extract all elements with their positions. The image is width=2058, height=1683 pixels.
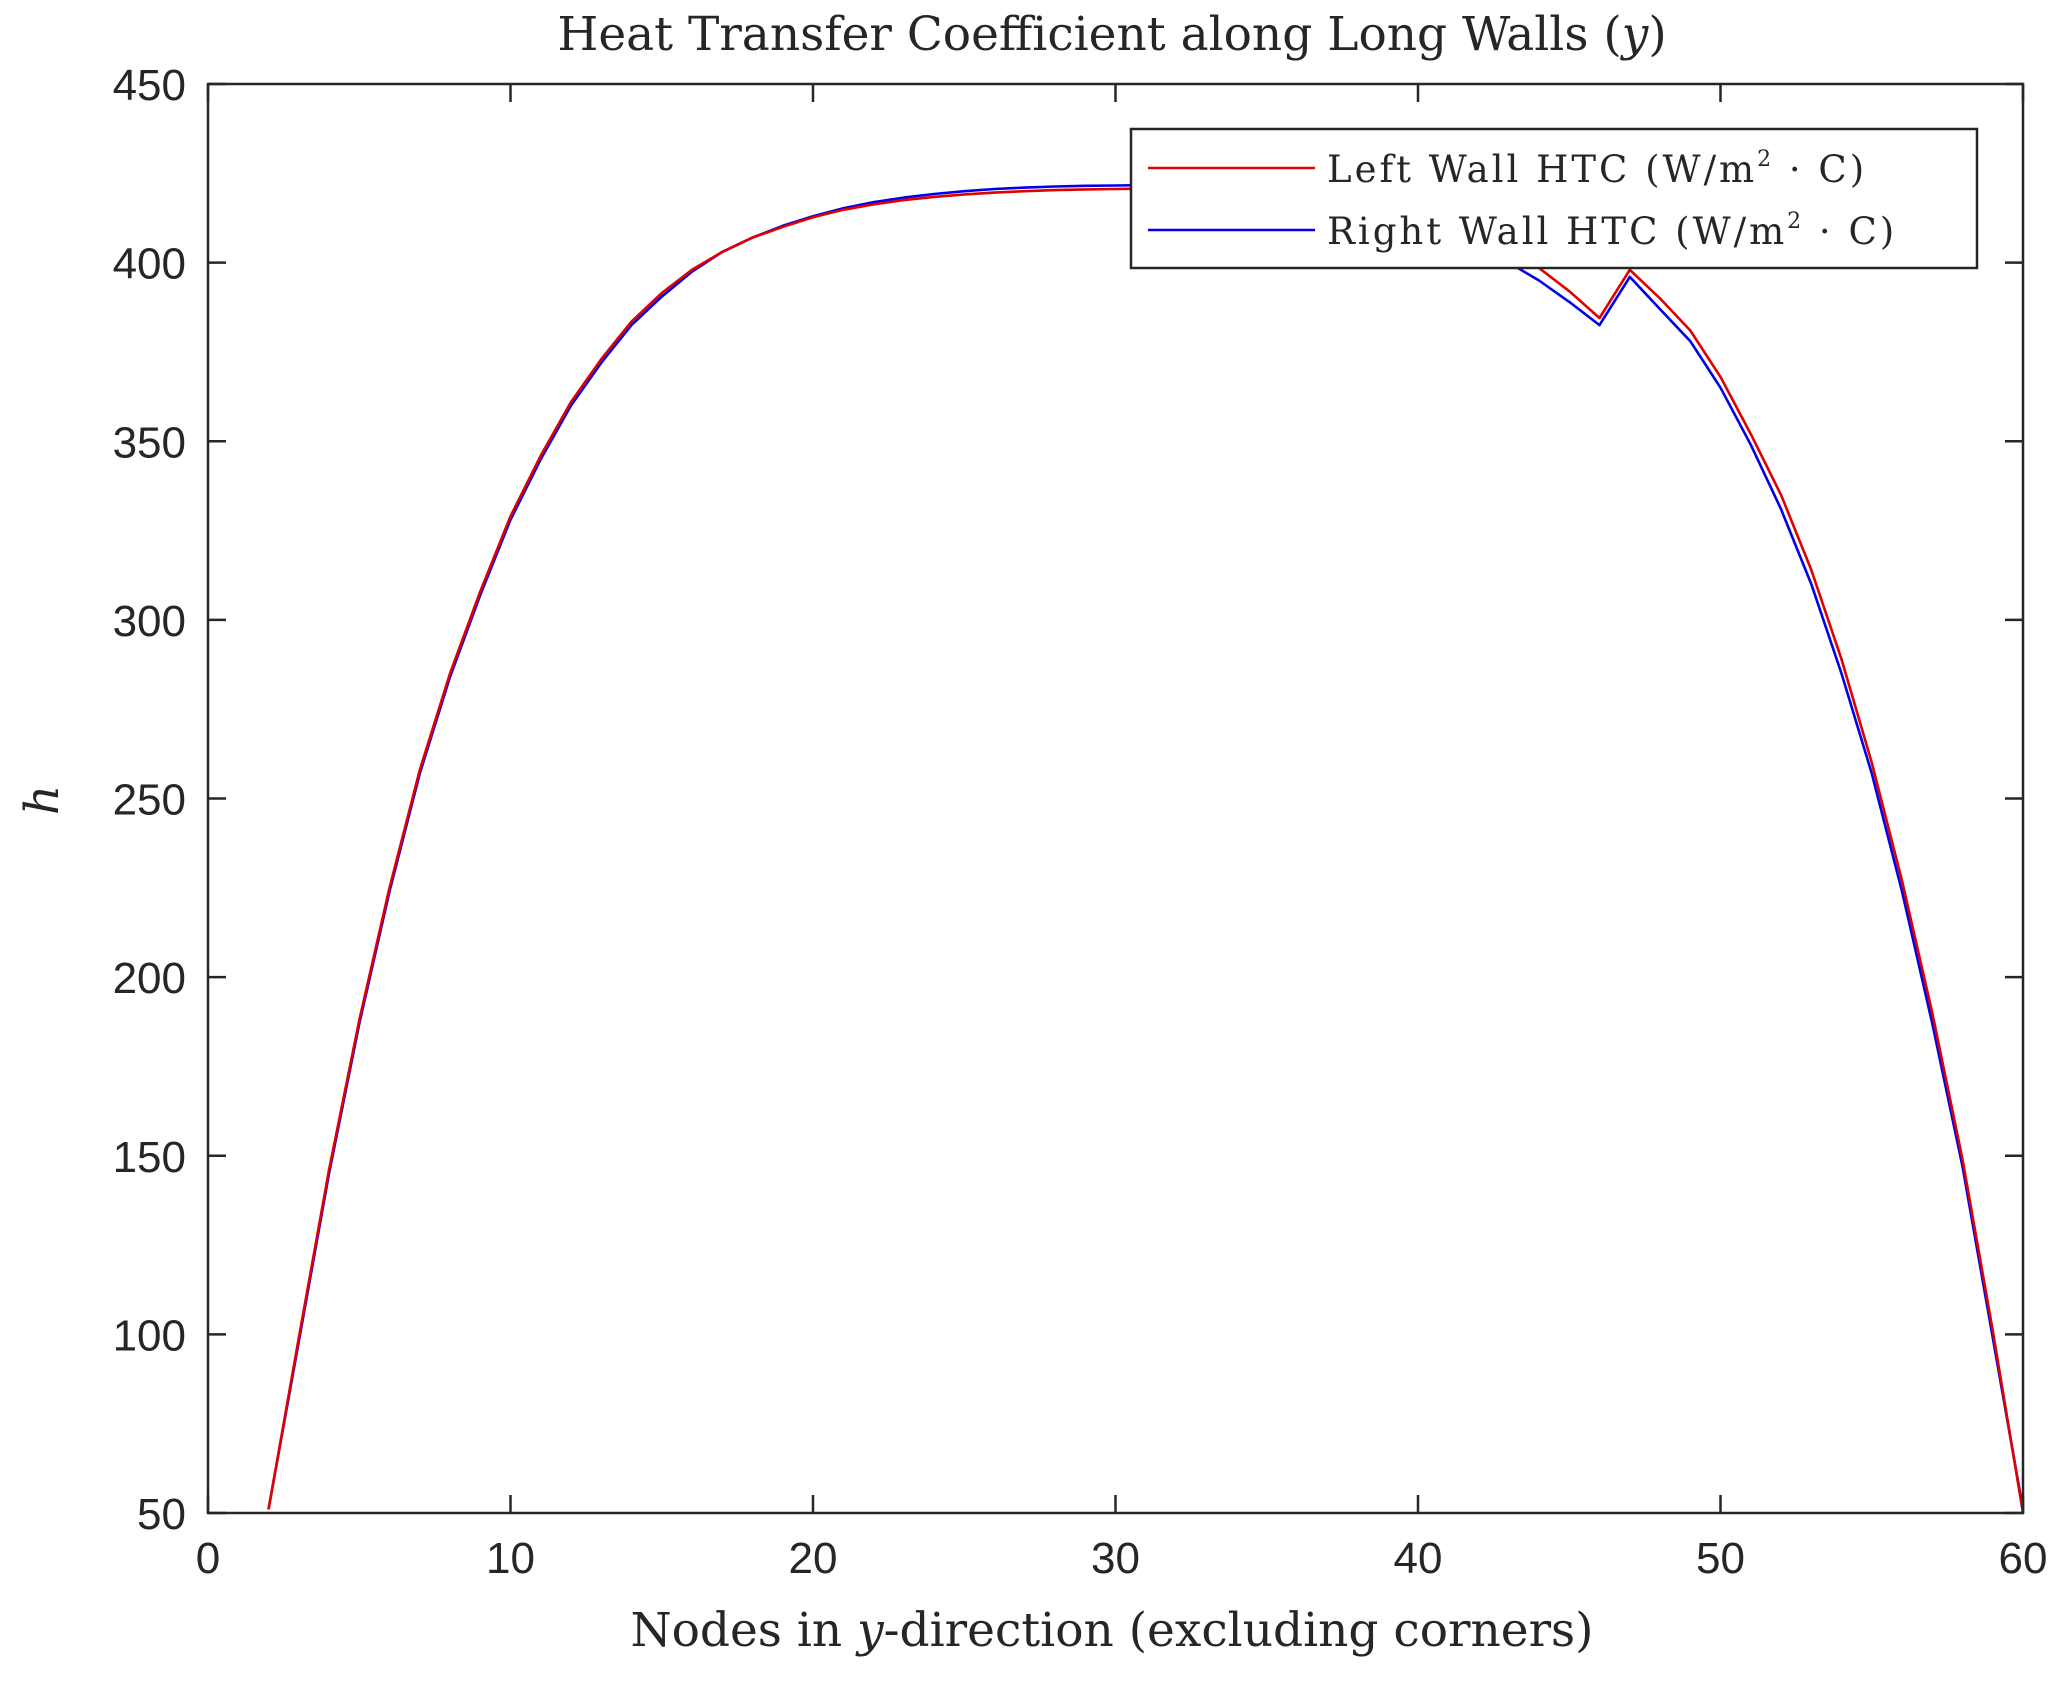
x-tick-label: 30 xyxy=(1091,1534,1140,1583)
y-tick-label: 250 xyxy=(113,776,186,825)
x-tick-label: 50 xyxy=(1696,1534,1745,1583)
y-tick-label: 150 xyxy=(113,1133,186,1182)
y-tick-label: 100 xyxy=(113,1311,186,1360)
legend-label-left-wall: Left Wall HTC (W/m2 · C) xyxy=(1327,147,1867,191)
legend-label-right-wall: Right Wall HTC (W/m2 · C) xyxy=(1327,209,1897,253)
x-axis-label: Nodes in y-direction (excluding corners) xyxy=(630,1603,1593,1658)
y-tick-label: 350 xyxy=(113,418,186,467)
legend[interactable]: Left Wall HTC (W/m2 · C) Right Wall HTC … xyxy=(1129,127,1979,270)
series-left-wall-line xyxy=(267,187,2025,1514)
series-right-wall-line xyxy=(267,183,2025,1510)
axis-tick-labels: 0 10 20 30 40 50 60 50 100 150 200 250 300 350 400 450 xyxy=(113,61,2048,1583)
y-tick-label: 450 xyxy=(113,61,186,110)
x-tick-label: 0 xyxy=(196,1534,220,1583)
legend-box xyxy=(1129,127,1979,270)
x-tick-label: 40 xyxy=(1394,1534,1443,1583)
y-tick-label: 200 xyxy=(113,954,186,1003)
y-axis-label: h xyxy=(15,785,70,815)
y-tick-label: 50 xyxy=(137,1490,186,1539)
y-tick-label: 400 xyxy=(113,240,186,289)
axes-box xyxy=(206,82,2025,1515)
x-tick-label: 60 xyxy=(1999,1534,2048,1583)
plot-lines xyxy=(267,183,2025,1514)
chart-title: Heat Transfer Coefficient along Long Wal… xyxy=(557,7,1666,62)
axis-ticks xyxy=(206,82,2025,1515)
y-tick-label: 300 xyxy=(113,597,186,646)
x-tick-label: 20 xyxy=(789,1534,838,1583)
x-tick-label: 10 xyxy=(486,1534,535,1583)
